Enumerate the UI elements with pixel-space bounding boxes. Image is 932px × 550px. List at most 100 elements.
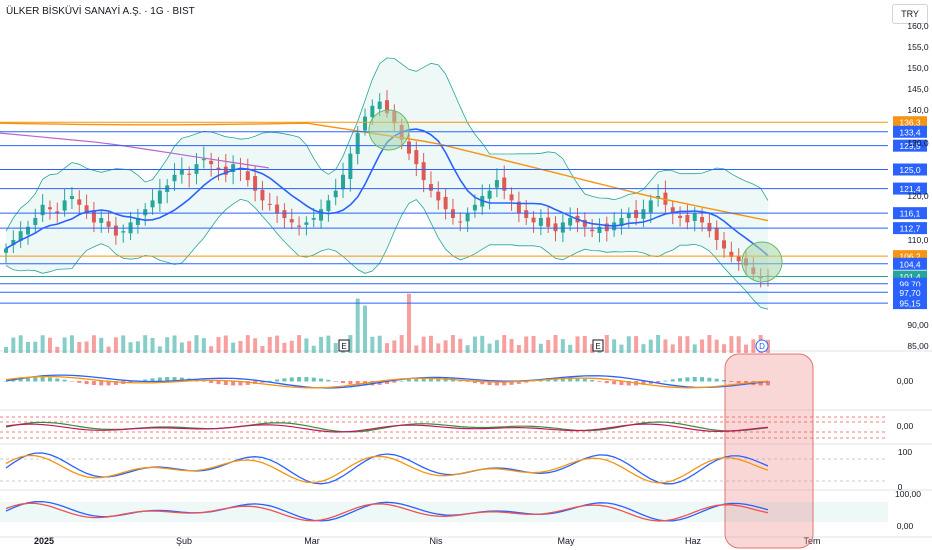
candle-body <box>55 211 60 214</box>
volume-bar <box>751 339 756 353</box>
highlight-circle-top <box>368 109 410 151</box>
volume-bar <box>282 342 287 353</box>
volume-bar <box>165 337 170 353</box>
price-label-box <box>893 207 927 220</box>
candle-body <box>385 100 389 114</box>
y-tick-label: 140,0 <box>907 105 929 115</box>
macd-histogram-bar <box>758 381 763 386</box>
candle-body <box>421 162 426 181</box>
macd-histogram-bar <box>678 378 683 382</box>
candle-body <box>187 173 192 175</box>
macd-histogram-bar <box>91 381 96 385</box>
volume-bar <box>201 338 206 353</box>
macd-histogram-bar <box>40 377 45 382</box>
macd-histogram-bar <box>216 381 221 385</box>
macd-histogram-bar <box>238 381 243 386</box>
macd-histogram-bar <box>245 381 250 385</box>
volume-bar <box>377 335 382 353</box>
currency-button[interactable]: TRY <box>892 4 928 24</box>
price-label: 112,7 <box>900 224 921 234</box>
macd-histogram-bar <box>575 377 580 382</box>
macd-histogram-bar <box>729 381 734 382</box>
macd-histogram-bar <box>275 379 280 382</box>
candle-body <box>634 210 639 218</box>
volume-bar <box>187 341 192 353</box>
volume-bar <box>113 337 118 353</box>
candle-body <box>91 210 96 223</box>
candle-body <box>113 225 118 236</box>
volume-bar <box>678 336 683 353</box>
macd-histogram-bar <box>55 378 60 382</box>
x-tick-label: 2025 <box>34 536 54 546</box>
candle-body <box>604 223 609 232</box>
candle-body <box>143 209 148 216</box>
candle-body <box>531 217 536 223</box>
candle-body <box>25 226 30 235</box>
candle-body <box>370 105 375 118</box>
volume-bar <box>260 345 265 353</box>
macd-histogram-bar <box>209 381 214 383</box>
macd-histogram-bar <box>304 377 309 382</box>
candle-body <box>487 190 492 199</box>
stoch-rsi-band <box>0 502 888 522</box>
price-label: 125,0 <box>899 165 921 175</box>
price-label: 133,4 <box>899 127 921 137</box>
volume-bar <box>238 340 243 353</box>
candle-body <box>282 210 287 218</box>
volume-bar <box>516 344 521 353</box>
macd-histogram-bar <box>421 377 426 382</box>
candle-body <box>685 214 690 223</box>
earnings-marker: E <box>595 342 600 351</box>
macd-histogram-bar <box>319 378 324 382</box>
price-label: 95,15 <box>899 299 921 309</box>
earnings-marker-box <box>592 339 604 352</box>
volume-bar <box>648 339 653 353</box>
volume-bar <box>450 335 455 353</box>
candle-body <box>223 166 228 175</box>
macd-histogram-bar <box>582 378 587 382</box>
volume-bar <box>414 345 419 353</box>
volume-bar <box>179 342 184 353</box>
volume-bar <box>685 336 690 353</box>
chart-title: ÜLKER BİSKÜVİ SANAYİ A.Ş. · 1G · BIST <box>6 6 195 17</box>
stoch-rsi-bottom-label: 0,00 <box>897 521 914 531</box>
macd-zero-label: 0,00 <box>897 376 914 386</box>
stochastic-k-line <box>5 452 769 485</box>
volume-bar <box>348 335 353 353</box>
candle-body <box>648 200 653 213</box>
volume-bar <box>355 298 360 353</box>
bollinger-band-fill <box>6 57 768 310</box>
price-label: 116,1 <box>900 209 921 219</box>
volume-bar <box>370 336 375 353</box>
volume-bar <box>4 347 8 353</box>
macd-histogram-bar <box>509 381 514 385</box>
macd-histogram-bar <box>494 381 499 386</box>
macd-histogram-bar <box>560 377 565 382</box>
candle-body <box>209 160 214 165</box>
macd-histogram-bar <box>326 379 331 382</box>
volume-bar <box>670 344 675 353</box>
macd-histogram-bar <box>62 379 67 382</box>
volume-bar <box>641 344 646 353</box>
macd-histogram-bar <box>692 377 697 382</box>
y-tick-label: 150,0 <box>907 63 929 73</box>
candle-body <box>179 169 184 175</box>
candle-body <box>172 174 177 182</box>
macd-histogram-bar <box>597 381 602 382</box>
y-tick-label: 130,0 <box>907 138 929 148</box>
price-label: 136,3 <box>899 118 921 128</box>
price-label-box <box>893 116 927 129</box>
candle-body <box>736 255 741 262</box>
macd-histogram-bar <box>568 377 573 382</box>
volume-bar <box>223 335 228 353</box>
macd-histogram-bar <box>590 379 595 382</box>
volume-bar <box>582 336 587 353</box>
candle-body <box>700 216 705 223</box>
candle-body <box>267 203 272 205</box>
candle-body <box>458 221 463 223</box>
macd-histogram-bar <box>663 380 668 382</box>
candle-body <box>582 219 587 227</box>
volume-bar <box>656 335 661 353</box>
